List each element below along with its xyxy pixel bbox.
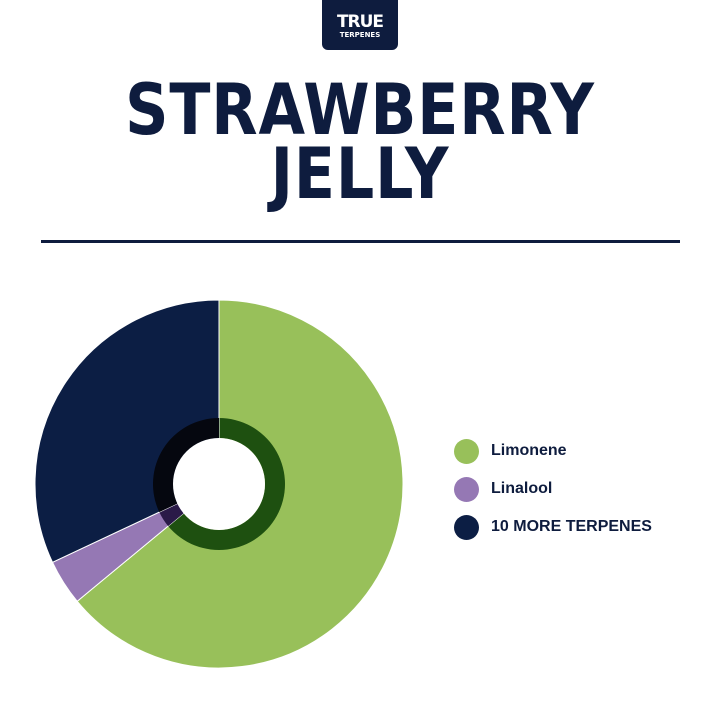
legend-label: 10 MORE TERPENES	[491, 518, 652, 535]
title-line2: JELLY	[270, 133, 450, 215]
legend-swatch	[454, 514, 479, 540]
legend: Limonene Linalool 10 MORE TERPENES	[454, 432, 652, 546]
legend-swatch	[454, 438, 479, 464]
divider	[41, 240, 680, 243]
legend-label: Limonene	[491, 442, 567, 459]
true-terpenes-logo: TRUE TERPENES	[322, 0, 398, 50]
pie-center-hole	[173, 438, 265, 530]
legend-item: Linalool	[454, 470, 652, 508]
title-line1: STRAWBERRY	[125, 69, 595, 151]
legend-item: Limonene	[454, 432, 652, 470]
logo-line2: TERPENES	[339, 31, 381, 39]
inner-ring-segment	[153, 418, 219, 513]
inner-ring-segment	[168, 418, 285, 550]
logo-line1: TRUE	[336, 12, 384, 32]
page-title: STRAWBERRY JELLY	[50, 69, 669, 215]
legend-swatch	[454, 476, 479, 502]
inner-ring-segment	[159, 503, 184, 527]
legend-label: Linalool	[491, 480, 553, 497]
legend-item: 10 MORE TERPENES	[454, 508, 652, 546]
